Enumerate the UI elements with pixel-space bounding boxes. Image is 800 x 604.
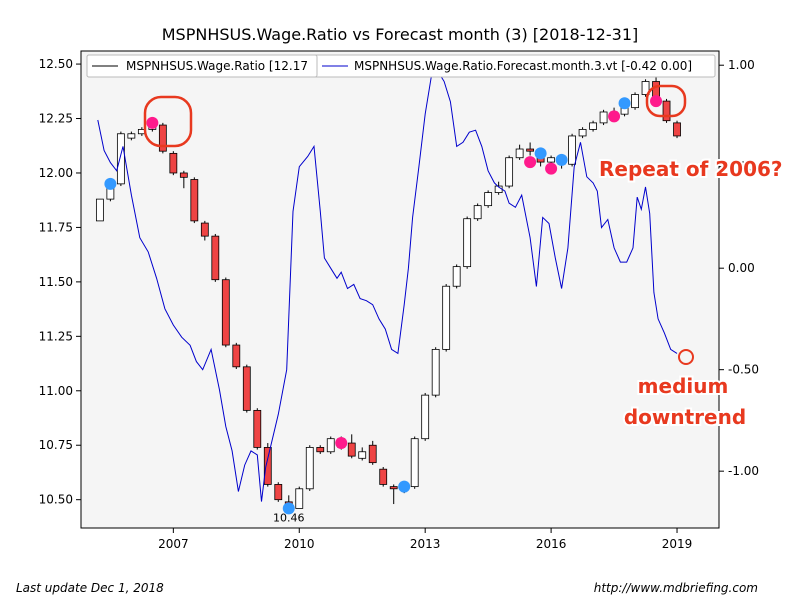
signal-marker: [534, 147, 547, 160]
right-tick-label: 0.50: [728, 160, 755, 174]
signal-marker: [545, 162, 558, 175]
candle-body: [641, 81, 650, 95]
right-tick-label: 0.00: [728, 261, 755, 275]
candle-body: [221, 279, 230, 346]
annotation-repeat: Repeat of 2006?: [599, 157, 783, 181]
candle-body: [463, 218, 472, 268]
candle-body: [358, 451, 367, 459]
signal-marker: [608, 110, 621, 123]
candle-body: [578, 129, 587, 137]
signal-marker: [282, 502, 295, 515]
left-tick-label: 12.00: [39, 166, 73, 180]
left-axis: 12.50 12.25 12.00 11.75 11.50 11.25 11.00 10.75…: [39, 57, 81, 507]
x-axis: 2007 2010 2013 2016 2019: [158, 528, 692, 551]
footer-last-update: Last update Dec 1, 2018: [16, 581, 164, 595]
candle-body: [274, 484, 283, 501]
plot-area: [80, 50, 720, 529]
signal-marker: [335, 437, 348, 450]
right-tick-label: 1.00: [728, 58, 755, 72]
right-tick-label: -1.00: [728, 464, 759, 478]
candle-body: [421, 394, 430, 440]
candle-body: [473, 205, 482, 220]
highlight-circle-2018: [645, 84, 687, 118]
candle-body: [599, 111, 608, 124]
left-tick-label: 12.50: [39, 57, 73, 71]
candle-body: [305, 447, 314, 490]
candle-body: [662, 100, 671, 122]
candle-body: [253, 409, 262, 448]
legend-label-wage-ratio: MSPNHSUS.Wage.Ratio [12.17: [126, 59, 308, 73]
markers: [104, 95, 663, 515]
right-axis: 1.00 0.50 0.00 -0.50 -1.00: [719, 58, 759, 478]
left-tick-label: 12.25: [39, 112, 73, 126]
annotation-medium: medium: [638, 374, 729, 398]
candle-body: [379, 468, 388, 485]
candle-body: [589, 122, 597, 130]
highlight-circle-forecast-end: [678, 349, 694, 365]
candle-body: [326, 438, 335, 453]
candle-body: [526, 148, 535, 152]
candle-body: [484, 192, 493, 207]
candles: [95, 77, 681, 509]
candle-body: [158, 124, 167, 152]
signal-marker: [618, 97, 631, 110]
x-tick-label: 2010: [284, 537, 315, 551]
left-tick-label: 10.50: [39, 493, 73, 507]
annotation-downtrend: downtrend: [624, 405, 746, 429]
candle-body: [631, 94, 639, 109]
candle-body: [505, 157, 514, 187]
candle-body: [515, 148, 524, 159]
candle-body: [431, 348, 440, 396]
right-tick-label: -0.50: [728, 363, 759, 377]
signal-marker: [398, 480, 411, 493]
legend-label-forecast: MSPNHSUS.Wage.Ratio.Forecast.month.3.vt …: [354, 59, 692, 73]
forecast-line: [97, 70, 678, 502]
signal-marker: [524, 156, 537, 169]
left-tick-label: 11.50: [39, 275, 73, 289]
candle-body: [389, 486, 398, 490]
highlight-circle-2006: [143, 95, 193, 148]
signal-marker: [555, 153, 568, 166]
candle-body: [127, 133, 136, 139]
plot-content: [95, 70, 681, 515]
candle-body: [116, 133, 125, 185]
candle-body: [95, 198, 104, 222]
candle-body: [211, 235, 220, 281]
candle-body: [673, 122, 681, 137]
x-tick-label: 2016: [536, 537, 567, 551]
left-tick-label: 10.75: [39, 438, 73, 452]
candle-body: [347, 442, 356, 457]
left-tick-label: 11.25: [39, 329, 73, 343]
min-value-label: 10.46: [273, 511, 305, 524]
candle-body: [442, 285, 451, 350]
chart-title: MSPNHSUS.Wage.Ratio vs Forecast month (3…: [162, 25, 638, 44]
left-tick-label: 11.75: [39, 220, 73, 234]
candle-body: [190, 179, 199, 222]
candle-body: [547, 157, 556, 163]
candle-body: [568, 135, 576, 165]
annotation-circles: [143, 84, 694, 365]
candle-body: [410, 438, 419, 488]
candle-body: [452, 266, 461, 287]
candle-body: [200, 222, 209, 237]
candle-body: [368, 444, 377, 464]
x-tick-label: 2013: [410, 537, 441, 551]
signal-marker: [104, 177, 117, 190]
candle-body: [242, 366, 251, 411]
x-tick-label: 2007: [158, 537, 189, 551]
candle-body: [316, 447, 325, 453]
candle-body: [179, 172, 188, 178]
signal-marker: [650, 95, 663, 108]
x-tick-label: 2019: [662, 537, 693, 551]
signal-marker: [146, 116, 159, 129]
legend: MSPNHSUS.Wage.Ratio [12.17 MSPNHSUS.Wage…: [86, 54, 716, 78]
left-tick-label: 11.00: [39, 384, 73, 398]
footer-url: http://www.mdbriefing.com: [594, 581, 758, 595]
candle-body: [232, 344, 241, 368]
candle-body: [295, 488, 304, 509]
candle-body: [263, 447, 272, 485]
candle-body: [169, 152, 178, 174]
